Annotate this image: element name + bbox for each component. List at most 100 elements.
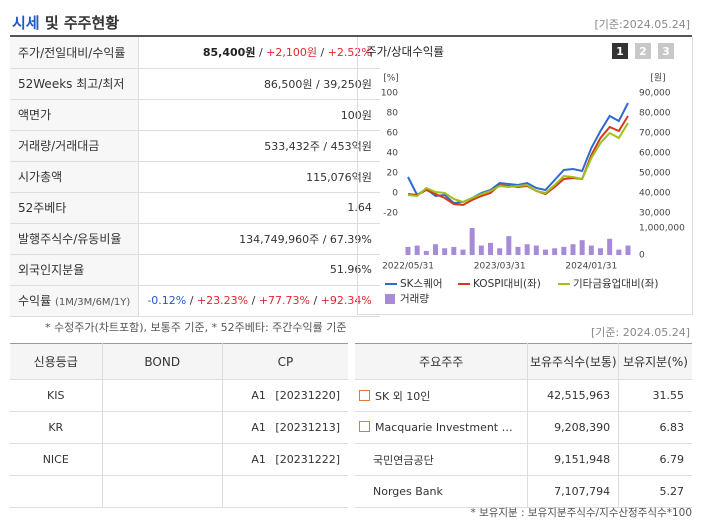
empty-cell [10,475,103,508]
volume-bar [451,246,457,255]
holder-row: SK 외 10인 42,515,963 31.55 [355,379,692,412]
date: [기준:2024.05.24] [594,18,690,31]
y-tick-label: 60 [387,129,399,139]
value: 67.39% [329,232,372,246]
volume-bar [570,244,576,255]
label-cell: 52Weeks 최고/최저 [10,68,140,100]
label: 시가총액 [18,170,63,184]
volume-bar [616,249,622,255]
holder-row: Norges Bank 7,107,794 5.27 [355,475,692,508]
label: 수익률 [18,294,52,308]
legend-label: SK스퀘어 [400,278,443,290]
summary-row: 52주베타 1.64 [10,192,380,224]
volume-bar [442,248,448,255]
value: 115,076억원 [306,170,372,184]
volume-bar [433,244,438,255]
value-cell: 51.96% [138,254,380,286]
y-axis-label: [%] [383,74,399,84]
summary-row: 시가총액 115,076억원 [10,161,380,193]
shares: 42,515,963 [527,379,620,412]
volume-bar [552,248,558,255]
header-cell: 보유주식수(보통) [527,343,620,380]
value-cell: 85,400원 / +2,100원 / +2.52% [138,37,380,69]
y-tick-label: 0 [392,189,398,199]
holder-name: Norges Bank [373,485,443,498]
tab-button[interactable] [612,43,628,59]
pct: 5.27 [618,475,692,508]
sublabel: (1M/3M/6M/1Y) [54,297,131,308]
tab-label: 3 [662,45,670,58]
expand-icon [359,389,370,401]
holder-name-cell: 국민연금공단 [355,443,529,476]
holder-name: SK 외 10인 [375,389,431,403]
header-row: 신용등급 BOND CP [10,343,348,380]
header-row: 주요주주 보유주식수(보통) 보유지분(%) [355,343,692,380]
y-tick-label: 40 [387,149,399,159]
chart: 주가/상대수익률 1 2 3 [%] [원] -20 0 20 40 60 80 100 30,000 40… [366,43,685,305]
agency: NICE [10,443,103,476]
label: 발행주식수/유동비율 [18,232,122,246]
summary-row: 거래량/거래대금 533,432주 / 453억원 [10,130,380,162]
label: 주가/전일대비/수익률 [18,45,126,60]
cp: A1 [20231220] [222,379,348,412]
header-cell: 주요주주 [355,343,529,380]
value-cell: 100원 [138,99,380,131]
summary-row: 액면가 100원 [10,99,380,131]
header-cell: CP [222,343,348,380]
label: 거래량/거래대금 [18,139,100,153]
label-cell: 거래량/거래대금 [10,130,140,162]
credit-row: KR A1 [20231213] [10,411,348,444]
holder-name-cell: Macquarie Investment … [355,411,529,444]
value: +2.52% [327,46,372,60]
value: +23.23% [196,294,249,307]
volume-bar [533,245,539,255]
empty-row [10,475,348,508]
label: 외국인지분율 [18,263,85,277]
label-cell: 발행주식수/유동비율 [10,223,140,255]
x-tick-label: 2024/01/31 [565,262,617,272]
y2-tick-label: 80,000 [639,109,671,119]
y2-tick-label: 70,000 [639,129,671,139]
shares: 9,208,390 [527,411,620,444]
separator: / [319,232,330,246]
tab-button[interactable] [635,43,651,59]
separator: / [255,46,267,60]
tab-button[interactable] [658,43,674,59]
header-cell: BOND [102,343,223,380]
tab-label: 1 [616,45,624,58]
volume-bar [506,236,512,255]
y2-tick-label: 90,000 [639,89,671,99]
value: +92.34% [320,294,372,307]
value: 85,400원 [202,46,256,60]
y2-tick-label: 40,000 [639,189,671,199]
cp: A1 [20231213] [222,411,348,444]
title-highlight: 시세 [12,14,40,32]
value: +2,100원 [266,46,317,60]
credit-table: 신용등급 BOND CP KIS A1 [20231220] KR A1 [20231213… [10,343,348,508]
value: +77.73% [258,294,310,307]
holder-row: Macquarie Investment … 9,208,390 6.83 [355,411,692,444]
holders-table: 주요주주 보유주식수(보통) 보유지분(%) SK 외 10인 42,515,963 31… [355,343,692,508]
y3-tick-label: 0 [639,251,645,261]
volume-bar [588,245,594,255]
chart-frame [357,37,693,315]
value-cell: 86,500원 / 39,250원 [138,68,380,100]
holder-name-cell: SK 외 10인 [355,379,529,412]
bond [102,411,223,444]
pct: 6.79 [618,443,692,476]
y2-tick-label: 50,000 [639,169,671,179]
value: 533,432주 [264,139,320,153]
volume-bar [561,246,567,255]
expand-icon [359,456,368,465]
label-cell: 액면가 [10,99,140,131]
y-tick-label: -20 [383,209,398,219]
value: 134,749,960주 [239,232,320,246]
label: 52Weeks 최고/최저 [18,77,125,91]
y-tick-label: 100 [381,89,398,99]
legend-label: KOSPI대비(좌) [473,278,541,290]
holder-name: Macquarie Investment … [375,421,513,434]
separator: / [248,294,259,307]
divider [10,35,692,37]
value-cell: 1.64 [138,192,380,224]
